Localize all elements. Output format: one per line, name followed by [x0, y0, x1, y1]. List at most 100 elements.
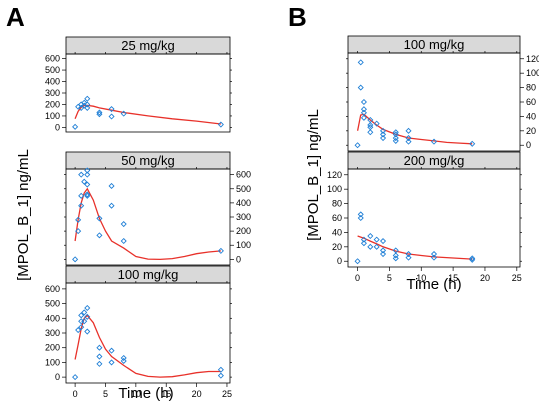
- observed-point: [72, 123, 79, 130]
- x-tick-label: 20: [192, 389, 202, 399]
- observed-point: [84, 328, 91, 335]
- strip-label: 100 mg/kg: [404, 37, 465, 52]
- observed-point: [380, 238, 387, 245]
- y-tick-label: 500: [45, 299, 60, 309]
- observed-point: [405, 254, 412, 261]
- y-tick-label: 400: [45, 313, 60, 323]
- y-tick-label: 80: [332, 199, 342, 209]
- chart-a: A [MPOL_B_1] ng/mL Time (h) 25 mg/kg0100…: [6, 2, 251, 402]
- y-tick-label: 120: [327, 170, 342, 180]
- y-tick-label: 100: [45, 357, 60, 367]
- y-tick-label: 40: [526, 111, 536, 121]
- observed-point: [380, 250, 387, 258]
- x-axis-title-b: Time (h): [406, 276, 461, 293]
- strip-label: 100 mg/kg: [118, 267, 179, 282]
- y-tick-label: 500: [45, 65, 60, 75]
- observed-point: [380, 134, 387, 142]
- observed-point: [75, 327, 82, 334]
- observed-point: [81, 309, 88, 316]
- observed-point: [380, 127, 387, 134]
- y-tick-label: 0: [526, 140, 531, 150]
- predicted-curve: [357, 235, 473, 260]
- observed-point: [78, 171, 85, 178]
- observed-point: [75, 228, 82, 235]
- observed-point: [357, 59, 364, 66]
- panel-frame: [347, 168, 521, 268]
- x-tick-label: 0: [355, 273, 360, 283]
- observed-point: [360, 114, 367, 121]
- observed-point: [96, 109, 103, 116]
- observed-point: [357, 211, 364, 218]
- observed-point: [84, 171, 91, 178]
- predicted-curve: [74, 187, 221, 261]
- observed-point: [120, 237, 127, 245]
- x-tick-label: 0: [73, 389, 78, 399]
- observed-point: [81, 99, 88, 106]
- y-tick-label: 200: [45, 343, 60, 353]
- observed-point: [469, 255, 476, 262]
- observed-point: [78, 312, 85, 319]
- observed-point: [84, 181, 91, 188]
- observed-point: [360, 236, 367, 243]
- panel-frame: [65, 53, 231, 133]
- observed-point: [373, 236, 380, 243]
- y-tick-label: 40: [332, 227, 342, 237]
- observed-point: [75, 216, 82, 223]
- observed-point: [469, 140, 476, 147]
- x-tick-label: 25: [512, 273, 522, 283]
- observed-point: [108, 347, 115, 354]
- observed-point: [78, 324, 85, 331]
- y-tick-label: 600: [236, 170, 251, 180]
- panel-frame: [65, 282, 231, 384]
- observed-point: [392, 129, 399, 136]
- observed-point: [367, 232, 374, 240]
- observed-point: [360, 106, 367, 113]
- observed-point: [81, 318, 88, 325]
- x-tick-label: 10: [131, 389, 141, 399]
- observed-point: [217, 247, 224, 254]
- observed-point: [367, 243, 374, 250]
- y-tick-label: 60: [526, 97, 536, 107]
- observed-point: [430, 138, 438, 145]
- observed-point: [96, 232, 103, 239]
- y-tick-label: 200: [45, 99, 60, 109]
- y-tick-label: 20: [526, 126, 536, 136]
- x-tick-label: 15: [161, 389, 171, 399]
- observed-point: [405, 127, 412, 134]
- observed-point: [405, 134, 412, 142]
- observed-point: [392, 252, 399, 259]
- observed-point: [373, 243, 380, 250]
- observed-point: [430, 254, 438, 261]
- panel-a-2: 50 mg/kg 0 100 200 300 400 500 600: [64, 151, 251, 266]
- observed-point: [392, 255, 399, 262]
- predicted-curve: [356, 113, 473, 145]
- y-tick-label: 0: [55, 122, 60, 132]
- y-axis-title-b: [MPOL_B_1] ng/mL: [305, 109, 322, 241]
- y-tick-label: 0: [337, 256, 342, 266]
- observed-point: [357, 214, 364, 222]
- y-tick-label: 400: [45, 77, 60, 87]
- observed-point: [84, 191, 91, 198]
- y-tick-label: 100: [45, 111, 60, 121]
- x-axis-title-a: Time (h): [118, 385, 173, 402]
- y-tick-label: 0: [236, 254, 241, 264]
- observed-point: [354, 142, 361, 149]
- y-tick-label: 60: [332, 213, 342, 223]
- y-tick-label: 20: [332, 242, 342, 252]
- observed-point: [217, 366, 224, 373]
- observed-point: [84, 167, 91, 174]
- observed-point: [217, 372, 224, 379]
- panel-frame: [65, 168, 231, 266]
- observed-point: [405, 250, 412, 258]
- observed-point: [360, 109, 367, 116]
- observed-point: [84, 101, 91, 108]
- observed-point: [120, 354, 127, 362]
- chart-b: B [MPOL_B_1] ng/mL Time (h) 100 mg/kg020…: [288, 2, 539, 293]
- x-tick-label: 20: [480, 273, 490, 283]
- observed-point: [72, 374, 79, 381]
- observed-point: [96, 111, 103, 118]
- observed-point: [96, 344, 103, 351]
- observed-point: [72, 256, 79, 263]
- y-tick-label: 400: [236, 198, 251, 208]
- observed-point: [84, 304, 91, 312]
